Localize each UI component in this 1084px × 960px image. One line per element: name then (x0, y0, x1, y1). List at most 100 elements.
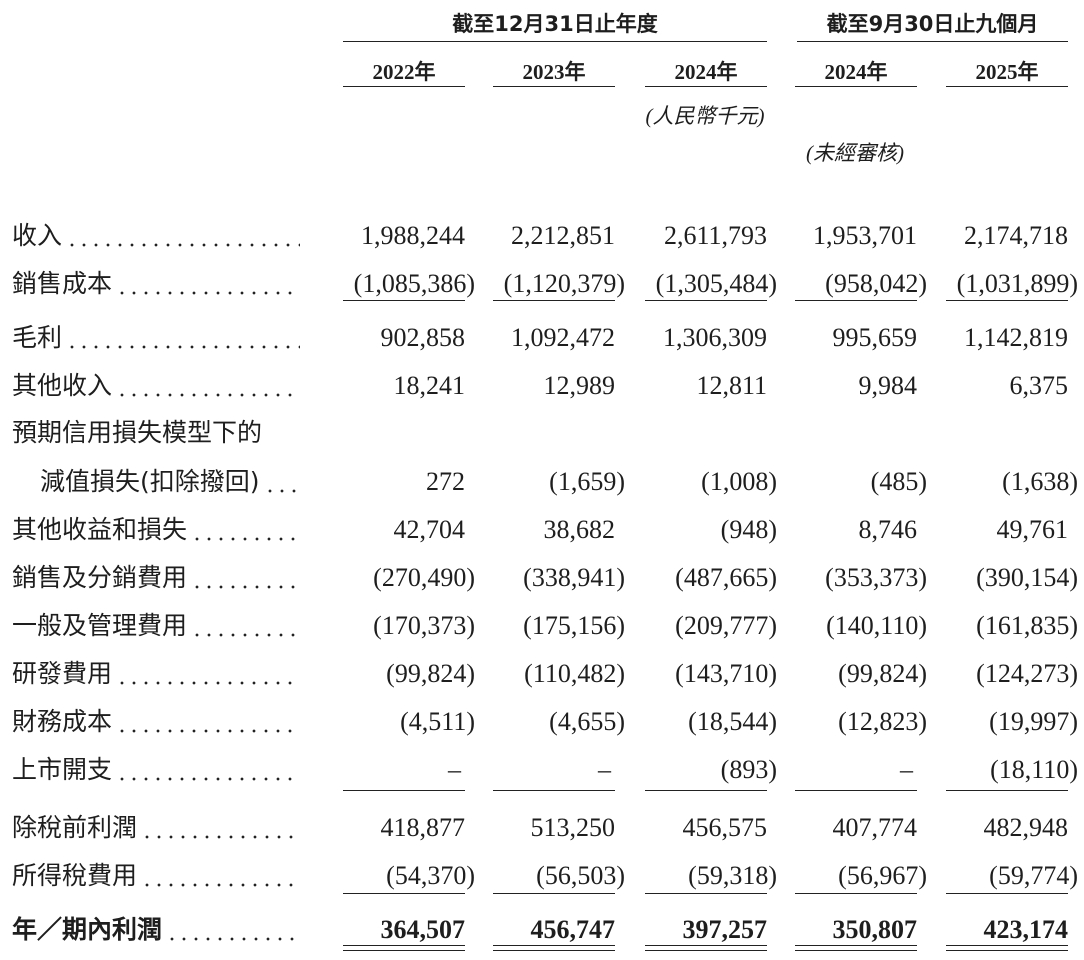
cell: (487,665) (675, 563, 777, 592)
cell: 42,704 (393, 515, 466, 544)
cell: (958,042) (825, 269, 927, 298)
rule (946, 893, 1068, 894)
rule (946, 950, 1068, 951)
rule (493, 790, 615, 791)
dot-leader (166, 913, 300, 947)
cell: 482,948 (983, 813, 1069, 842)
cell: (4,655) (549, 707, 625, 736)
row-label: 其他收入 (12, 369, 300, 403)
label-text: 銷售成本 (12, 269, 113, 298)
cell: 8,746 (858, 515, 918, 544)
cell: (209,777) (675, 611, 777, 640)
cell: (124,273) (976, 659, 1078, 688)
rule (343, 41, 767, 42)
rule (645, 300, 767, 301)
cell: (175,156) (523, 611, 625, 640)
dot-leader (263, 465, 300, 499)
dot-leader (116, 657, 300, 691)
cell: 12,811 (696, 371, 767, 400)
row-label: 上市開支 (12, 753, 300, 787)
cell: (1,305,484) (655, 269, 777, 298)
dot-leader (66, 321, 300, 355)
rule (343, 950, 465, 951)
rule (645, 945, 767, 946)
rule (946, 945, 1068, 946)
cell: 1,306,309 (663, 323, 767, 352)
dot-leader (191, 609, 300, 643)
rule (343, 945, 465, 946)
cell: (59,774) (989, 861, 1078, 890)
rule (343, 893, 465, 894)
cell: 350,807 (832, 915, 918, 944)
cell: 1,953,701 (813, 221, 917, 250)
group-header: 截至9月30日止九個月 (826, 12, 1039, 36)
year-header: 2024年 (824, 60, 888, 84)
row-label: 所得稅費用 (12, 859, 300, 893)
label-text: 研發費用 (12, 659, 113, 688)
rule (946, 86, 1068, 87)
cell: (1,008) (701, 467, 777, 496)
currency-note: (人民幣千元) (645, 104, 765, 128)
cell: (1,659) (549, 467, 625, 496)
dot-leader (141, 811, 300, 845)
row-label: 研發費用 (12, 657, 300, 691)
dot-leader (191, 561, 300, 595)
cell: 9,984 (858, 371, 918, 400)
cell: 456,747 (530, 915, 616, 944)
cell: 2,611,793 (663, 221, 767, 250)
rule (946, 300, 1068, 301)
cell: (18,110) (990, 755, 1078, 784)
year-header: 2023年 (522, 60, 586, 84)
rule (795, 790, 917, 791)
row-label: 財務成本 (12, 705, 300, 739)
cell: 995,659 (832, 323, 918, 352)
rule (797, 41, 1068, 42)
rule (795, 300, 917, 301)
cell: 456,575 (682, 813, 768, 842)
cell: 407,774 (832, 813, 918, 842)
rule (795, 86, 917, 87)
row-label: 其他收益和損失 (12, 513, 300, 547)
cell: (170,373) (373, 611, 475, 640)
cell: (485) (870, 467, 927, 496)
row-label: 收入 (12, 219, 300, 253)
rule (645, 790, 767, 791)
row-label: 銷售及分銷費用 (12, 561, 300, 595)
row-label: 銷售成本 (12, 267, 300, 301)
cell: 12,989 (543, 371, 616, 400)
rule (343, 86, 465, 87)
cell: 1,988,244 (361, 221, 465, 250)
rule (795, 950, 917, 951)
cell: 2,174,718 (964, 221, 1068, 250)
rule (343, 300, 465, 301)
row-label: 一般及管理費用 (12, 609, 300, 643)
dot-leader (66, 219, 300, 253)
dot-leader (191, 513, 300, 547)
row-label: 年／期內利潤 (12, 913, 300, 947)
cell: (270,490) (373, 563, 475, 592)
cell: 397,257 (682, 915, 768, 944)
rule (795, 893, 917, 894)
cell: (390,154) (976, 563, 1078, 592)
cell: 1,092,472 (511, 323, 615, 352)
rule (645, 893, 767, 894)
cell: 2,212,851 (511, 221, 615, 250)
dot-leader (116, 267, 300, 301)
cell: (1,638) (1002, 467, 1078, 496)
rule (645, 86, 767, 87)
cell: 49,761 (996, 515, 1069, 544)
label-text: 除稅前利潤 (12, 813, 138, 842)
rule (946, 790, 1068, 791)
cell: (893) (720, 755, 777, 784)
label-text: 一般及管理費用 (12, 611, 188, 640)
cell: (353,373) (825, 563, 927, 592)
cell: (99,824) (838, 659, 927, 688)
rule (343, 790, 465, 791)
year-header: 2022年 (372, 60, 436, 84)
rule (795, 945, 917, 946)
rule (493, 945, 615, 946)
cell: 18,241 (393, 371, 466, 400)
cell: (54,370) (386, 861, 475, 890)
dot-leader (116, 753, 300, 787)
label-text: 所得稅費用 (12, 861, 138, 890)
